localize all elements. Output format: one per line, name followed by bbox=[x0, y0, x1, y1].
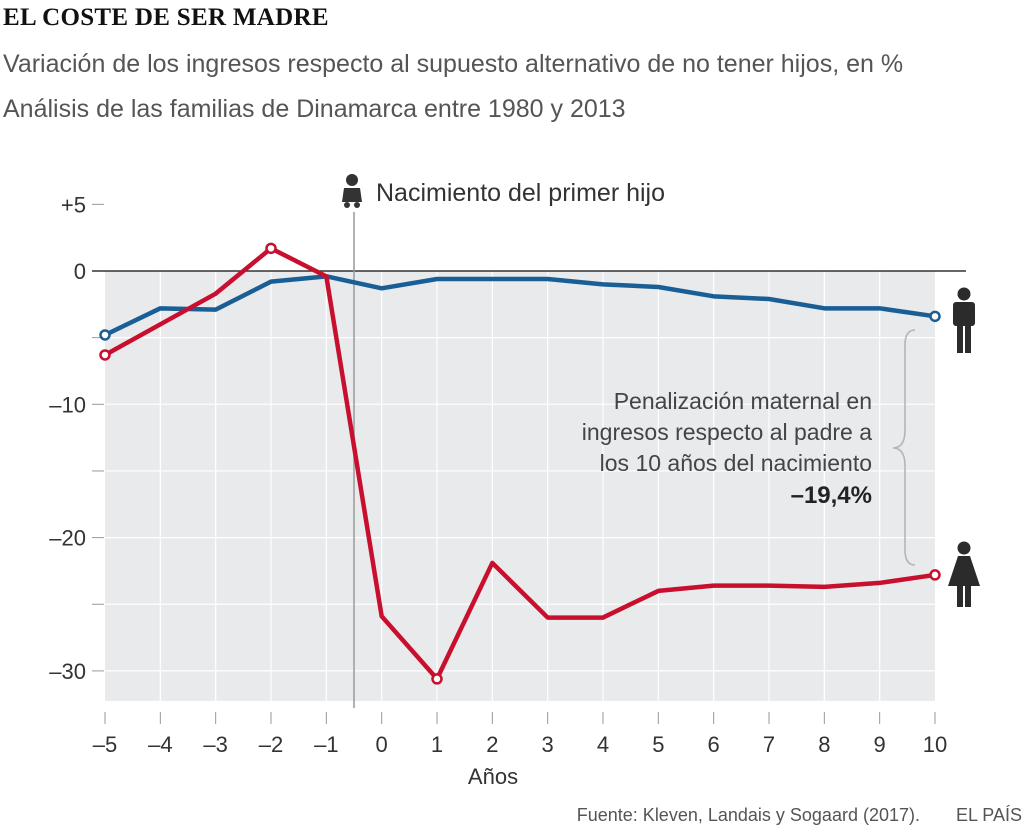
x-tick-label: 1 bbox=[431, 732, 443, 757]
shaded-region bbox=[105, 271, 935, 701]
x-tick-label: 7 bbox=[763, 732, 775, 757]
axes: +50–10–20–30–5 –4 –3 –2 –1 0 1 2 3 4 5 6 7 8 9 10 bbox=[49, 192, 966, 757]
data-point-father bbox=[99, 329, 111, 341]
annotation-line-1: Penalización maternal en bbox=[614, 388, 872, 414]
annotation-line-3: los 10 años del nacimiento bbox=[600, 450, 872, 476]
x-tick-label: 2 bbox=[486, 732, 498, 757]
x-tick-label: 9 bbox=[874, 732, 886, 757]
x-tick-label: –1 bbox=[314, 732, 338, 757]
penalty-annotation: Penalización maternal en ingresos respec… bbox=[582, 329, 916, 566]
y-tick-label: 0 bbox=[74, 259, 86, 284]
event-label: Nacimiento del primer hijo bbox=[376, 179, 665, 207]
baby-icon bbox=[342, 174, 362, 208]
data-point-mother bbox=[431, 673, 443, 685]
x-tick-label: 0 bbox=[376, 732, 388, 757]
annotation-value: –19,4% bbox=[791, 482, 872, 509]
y-tick-label: +5 bbox=[61, 192, 86, 217]
woman-icon bbox=[948, 541, 980, 607]
x-tick-label: 5 bbox=[652, 732, 664, 757]
data-point-mother bbox=[265, 242, 277, 255]
x-tick-label: –5 bbox=[93, 732, 117, 757]
grid bbox=[105, 271, 935, 701]
series-line-father bbox=[102, 274, 938, 338]
x-tick-label: –4 bbox=[148, 732, 172, 757]
x-tick-label: –3 bbox=[203, 732, 227, 757]
chart-title: EL COSTE DE SER MADRE bbox=[3, 4, 329, 31]
chart-subtitle-2: Análisis de las familias de Dinamarca en… bbox=[3, 95, 626, 123]
event-marker: Nacimiento del primer hijo bbox=[342, 174, 665, 708]
man-icon bbox=[953, 287, 975, 353]
series bbox=[99, 242, 941, 685]
x-axis-label: Años bbox=[468, 764, 518, 789]
annotation-line-2: ingresos respecto al padre a bbox=[582, 419, 872, 445]
x-tick-label: –2 bbox=[259, 732, 283, 757]
y-tick-label: –30 bbox=[49, 659, 86, 684]
x-tick-label: 3 bbox=[542, 732, 554, 757]
brand-label: EL PAÍS bbox=[956, 805, 1022, 825]
annotation-brace bbox=[892, 329, 916, 566]
x-tick-label: 8 bbox=[818, 732, 830, 757]
data-point-mother bbox=[99, 349, 111, 361]
data-point-father bbox=[929, 310, 941, 323]
source-note: Fuente: Kleven, Landais y Sogaard (2017)… bbox=[577, 805, 920, 825]
plot-background bbox=[105, 271, 935, 701]
y-tick-label: –10 bbox=[49, 392, 86, 417]
y-tick-label: –20 bbox=[49, 526, 86, 551]
data-point-mother bbox=[929, 569, 941, 581]
series-line-mother bbox=[102, 246, 938, 682]
x-tick-label: 4 bbox=[597, 732, 609, 757]
x-tick-label: 10 bbox=[923, 732, 947, 757]
chart-subtitle: Variación de los ingresos respecto al su… bbox=[3, 50, 904, 78]
x-tick-label: 6 bbox=[708, 732, 720, 757]
